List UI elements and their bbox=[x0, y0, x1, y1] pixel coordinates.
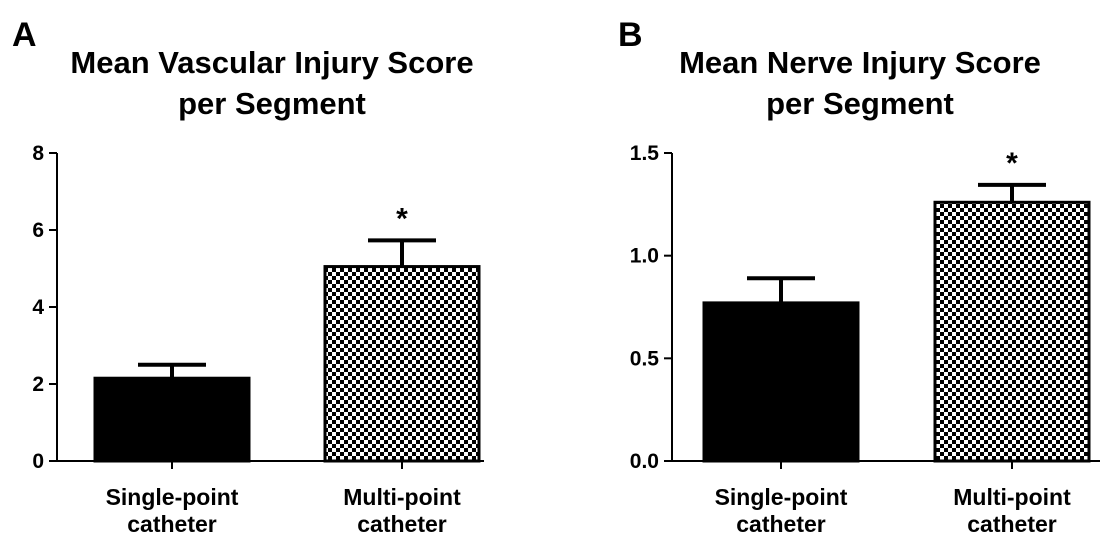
y-tick-label-b: 0.5 bbox=[630, 347, 660, 370]
category-label-b: Single-point catheter bbox=[715, 484, 848, 537]
chart-title-a-line-2: per Segment bbox=[178, 86, 366, 121]
category-label-line: catheter bbox=[736, 511, 826, 537]
panel-label-b: B bbox=[618, 16, 643, 54]
category-label-line: Multi-point bbox=[343, 484, 461, 510]
category-label-line: catheter bbox=[967, 511, 1057, 537]
panel-b: B Mean Nerve Injury Score per Segment 0.… bbox=[618, 16, 1100, 537]
panel-a: A Mean Vascular Injury Score per Segment… bbox=[12, 16, 484, 537]
category-label-b: Multi-point catheter bbox=[953, 484, 1071, 537]
y-tick-label-a: 6 bbox=[32, 219, 44, 242]
y-tick-label-b: 0.0 bbox=[630, 450, 659, 473]
y-tick-label-a: 8 bbox=[32, 142, 44, 165]
category-label-line: Single-point bbox=[106, 484, 239, 510]
chart-title-b-line-2: per Segment bbox=[766, 86, 954, 121]
bar-a bbox=[323, 265, 481, 463]
category-label-line: catheter bbox=[357, 511, 447, 537]
y-tick-label-a: 0 bbox=[32, 450, 44, 473]
category-label-line: catheter bbox=[127, 511, 217, 537]
significance-marker-b: * bbox=[1006, 147, 1018, 180]
y-tick-label-b: 1.5 bbox=[630, 142, 660, 165]
y-tick-label-a: 4 bbox=[32, 296, 44, 319]
y-tick-label-b: 1.0 bbox=[630, 245, 659, 268]
chart-title-b-line-1: Mean Nerve Injury Score bbox=[679, 45, 1041, 80]
category-label-line: Single-point bbox=[715, 484, 848, 510]
category-label-line: Multi-point bbox=[953, 484, 1071, 510]
category-label-a: Single-point catheter bbox=[106, 484, 239, 537]
bar-b bbox=[933, 200, 1091, 463]
chart-title-a-line-1: Mean Vascular Injury Score bbox=[70, 45, 473, 80]
significance-marker-a: * bbox=[396, 202, 408, 235]
panel-label-a: A bbox=[12, 16, 37, 54]
bar-b bbox=[702, 301, 860, 463]
bar-a bbox=[93, 376, 251, 463]
category-label-a: Multi-point catheter bbox=[343, 484, 461, 537]
y-tick-label-a: 2 bbox=[32, 373, 44, 396]
